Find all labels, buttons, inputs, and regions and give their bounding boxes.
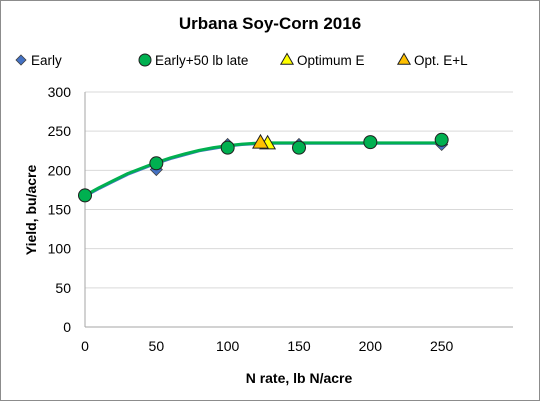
x-axis-title: N rate, lb N/acre xyxy=(246,370,353,386)
x-tick-label: 200 xyxy=(359,338,383,354)
y-tick-label: 50 xyxy=(55,280,71,296)
data-points xyxy=(78,132,449,203)
legend-label: Early xyxy=(31,53,62,68)
legend-marker xyxy=(279,52,295,65)
legend-label: Early+50 lb late xyxy=(155,53,248,68)
legend-entry: Early xyxy=(15,53,62,68)
axes xyxy=(84,92,513,328)
x-tick-label: 0 xyxy=(81,338,89,354)
legend-entry: Opt. E+L xyxy=(396,52,468,68)
legend-marker xyxy=(138,53,152,67)
legend-label: Opt. E+L xyxy=(414,53,468,68)
legend-marker xyxy=(396,52,412,65)
data-point-circle xyxy=(434,132,449,147)
legend-entry: Optimum E xyxy=(279,52,365,68)
x-tick-label: 100 xyxy=(216,338,240,354)
legend-marker xyxy=(15,54,27,66)
data-point-circle xyxy=(363,135,378,150)
y-tick-label: 300 xyxy=(48,84,72,100)
data-point-circle xyxy=(78,188,92,203)
data-point-triangle xyxy=(252,133,269,149)
gridlines xyxy=(85,91,513,289)
y-tick-label: 250 xyxy=(48,123,72,139)
data-point-circle xyxy=(292,140,306,155)
y-tick-label: 0 xyxy=(63,319,71,335)
trend-curve xyxy=(83,141,444,197)
y-axis-title: Yield, bu/acre xyxy=(23,165,39,256)
chart-title: Urbana Soy-Corn 2016 xyxy=(179,14,361,33)
y-tick-label: 200 xyxy=(48,162,72,178)
trend-curves xyxy=(83,141,444,198)
data-point-circle xyxy=(220,140,235,155)
legend-label: Optimum E xyxy=(297,53,365,68)
data-point-circle xyxy=(149,156,164,171)
x-tick-label: 50 xyxy=(149,338,165,354)
tick-labels: 0 50 100 150 200 250 0 50 100 150 200 250 300 xyxy=(48,84,454,354)
legend: Early Early+50 lb late Optimum E Opt. E+L xyxy=(15,52,468,68)
y-tick-label: 100 xyxy=(48,241,72,257)
x-tick-label: 250 xyxy=(430,338,454,354)
y-tick-label: 150 xyxy=(48,202,72,218)
x-tick-label: 150 xyxy=(287,338,311,354)
legend-entry: Early+50 lb late xyxy=(138,53,248,68)
